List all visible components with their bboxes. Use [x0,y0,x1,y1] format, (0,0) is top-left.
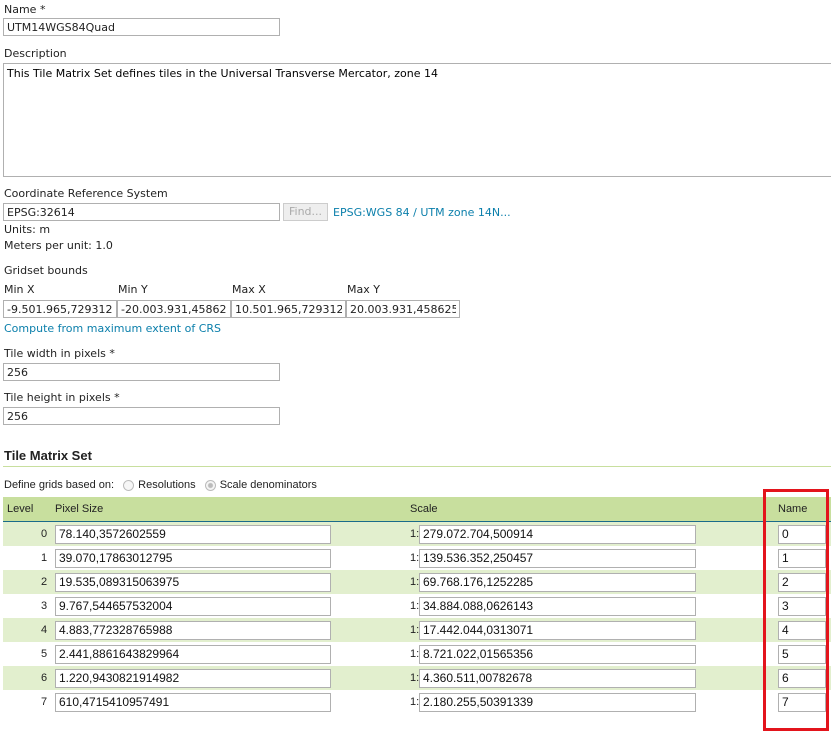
crs-input[interactable] [3,203,280,221]
level-cell: 1 [41,552,48,564]
name-input[interactable]: 1 [778,549,826,568]
name-header: Name [778,503,808,515]
pixel-size-input[interactable]: 1.220,9430821914982 [55,669,331,688]
scale-input[interactable]: 279.072.704,500914 [419,525,696,544]
level-cell: 2 [41,576,48,588]
scale-prefix: 1: [410,648,420,660]
max-x-label: Max X [232,283,266,296]
level-cell: 5 [41,648,48,660]
tile-height-input[interactable] [3,407,280,425]
max-x-input[interactable] [231,300,346,318]
table-row: 1 39.070,17863012795 1: 139.536.352,2504… [3,546,831,570]
name-input[interactable]: 2 [778,573,826,592]
table-row: 4 4.883,772328765988 1: 17.442.044,03130… [3,618,831,642]
pixel-size-input[interactable]: 2.441,8861643829964 [55,645,331,664]
name-input[interactable]: 4 [778,621,826,640]
find-button[interactable]: Find... [283,203,328,221]
level-cell: 7 [41,696,48,708]
crs-description-link[interactable]: EPSG:WGS 84 / UTM zone 14N... [333,206,511,219]
scale-input[interactable]: 139.536.352,250457 [419,549,696,568]
tile-matrix-table: Level Pixel Size Scale Name 0 78.140,357… [3,497,831,714]
description-label: Description [4,47,67,60]
define-grids-row: Define grids based on: Resolutions Scale… [4,479,317,491]
min-x-label: Min X [4,283,35,296]
scale-prefix: 1: [410,600,420,612]
scale-header: Scale [410,503,438,515]
scale-prefix: 1: [410,672,420,684]
scale-input[interactable]: 69.768.176,1252285 [419,573,696,592]
tile-height-label: Tile height in pixels * [4,391,120,404]
min-y-input[interactable] [117,300,231,318]
scale-prefix: 1: [410,528,420,540]
highlight-box [763,489,829,731]
scale-prefix: 1: [410,624,420,636]
name-input[interactable]: 0 [778,525,826,544]
pixel-size-input[interactable]: 39.070,17863012795 [55,549,331,568]
table-header: Level Pixel Size Scale Name [3,497,831,522]
min-y-label: Min Y [118,283,148,296]
crs-label: Coordinate Reference System [4,187,168,200]
scale-denominators-radio[interactable] [204,479,216,491]
pixel-size-header: Pixel Size [55,503,104,515]
section-divider [3,466,831,467]
scale-denominators-label[interactable]: Scale denominators [219,479,317,491]
pixel-size-input[interactable]: 4.883,772328765988 [55,621,331,640]
tile-width-input[interactable] [3,363,280,381]
gridset-bounds-label: Gridset bounds [4,264,88,277]
max-y-input[interactable] [346,300,460,318]
name-input[interactable]: 7 [778,693,826,712]
table-row: 0 78.140,3572602559 1: 279.072.704,50091… [3,522,831,546]
pixel-size-input[interactable]: 78.140,3572602559 [55,525,331,544]
define-grids-label: Define grids based on: [4,479,115,491]
level-cell: 0 [41,528,48,540]
meters-per-unit-text: Meters per unit: 1.0 [4,239,113,252]
description-textarea[interactable]: This Tile Matrix Set defines tiles in th… [3,63,831,177]
scale-prefix: 1: [410,696,420,708]
scale-input[interactable]: 2.180.255,50391339 [419,693,696,712]
pixel-size-input[interactable]: 9.767,544657532004 [55,597,331,616]
resolutions-radio[interactable] [123,479,135,491]
scale-input[interactable]: 34.884.088,0626143 [419,597,696,616]
tile-matrix-set-title: Tile Matrix Set [4,448,92,463]
scale-input[interactable]: 8.721.022,01565356 [419,645,696,664]
table-row: 7 610,4715410957491 1: 2.180.255,5039133… [3,690,831,714]
table-row: 2 19.535,089315063975 1: 69.768.176,1252… [3,570,831,594]
resolutions-label[interactable]: Resolutions [138,479,196,491]
name-input[interactable]: 5 [778,645,826,664]
scale-prefix: 1: [410,552,420,564]
compute-extent-link[interactable]: Compute from maximum extent of CRS [4,322,222,335]
level-cell: 4 [41,624,48,636]
level-cell: 3 [41,600,48,612]
name-input[interactable]: 3 [778,597,826,616]
name-label: Name * [4,3,46,16]
table-row: 5 2.441,8861643829964 1: 8.721.022,01565… [3,642,831,666]
scale-prefix: 1: [410,576,420,588]
name-input[interactable] [3,18,280,36]
pixel-size-input[interactable]: 610,4715410957491 [55,693,331,712]
level-cell: 6 [41,672,48,684]
table-row: 3 9.767,544657532004 1: 34.884.088,06261… [3,594,831,618]
pixel-size-input[interactable]: 19.535,089315063975 [55,573,331,592]
name-input[interactable]: 6 [778,669,826,688]
tile-width-label: Tile width in pixels * [4,347,115,360]
max-y-label: Max Y [347,283,380,296]
level-header: Level [7,503,34,515]
min-x-input[interactable] [3,300,117,318]
table-row: 6 1.220,9430821914982 1: 4.360.511,00782… [3,666,831,690]
scale-input[interactable]: 4.360.511,00782678 [419,669,696,688]
scale-input[interactable]: 17.442.044,0313071 [419,621,696,640]
units-text: Units: m [4,223,51,236]
